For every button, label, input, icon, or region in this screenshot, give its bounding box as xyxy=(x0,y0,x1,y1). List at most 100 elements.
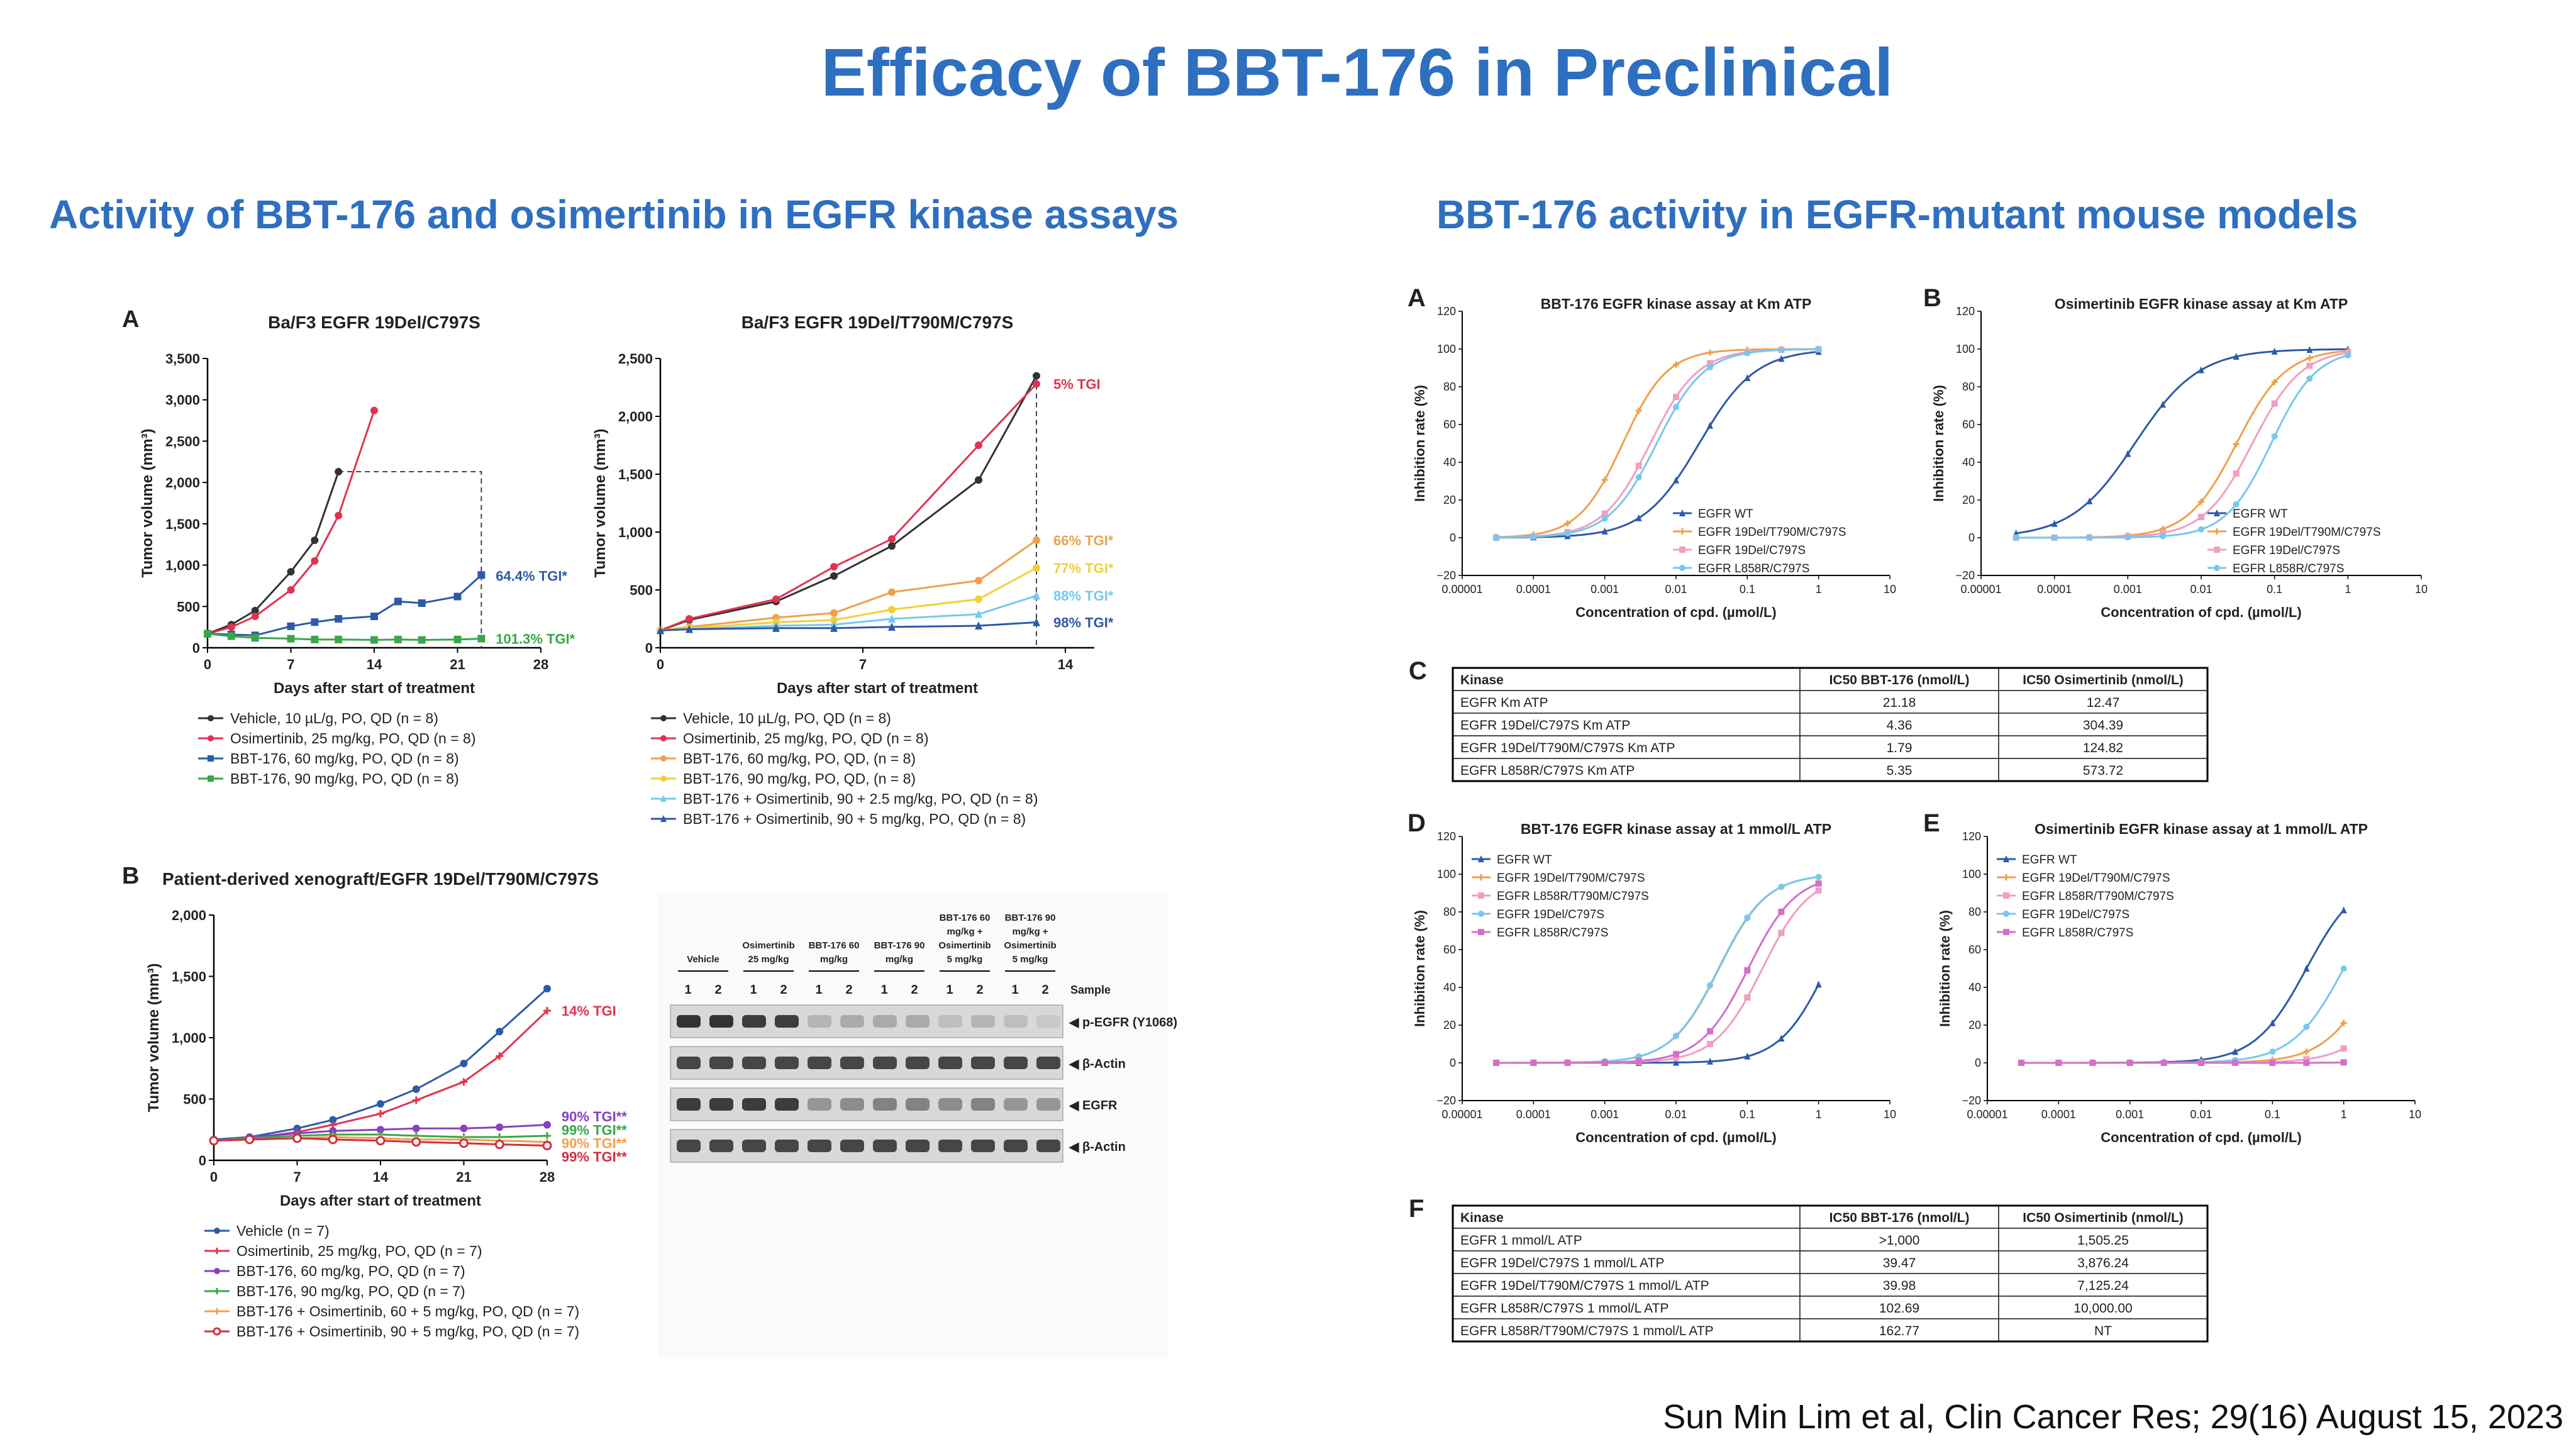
data-point xyxy=(287,586,295,594)
data-point xyxy=(1707,1028,1714,1035)
series xyxy=(2018,1019,2347,1066)
y-tick-label: 120 xyxy=(1437,830,1456,843)
data-point xyxy=(1744,374,1751,382)
tgi-annotation: 90% TGI** xyxy=(562,1109,627,1124)
x-tick-label: 10 xyxy=(1884,1108,1896,1121)
data-point xyxy=(2306,355,2313,362)
panel-letter: A xyxy=(1407,284,1426,312)
legend-label: EGFR 19Del/C797S xyxy=(1698,544,1806,557)
legend-item: EGFR 19Del/T790M/C797S xyxy=(2207,526,2381,539)
data-point xyxy=(412,1096,420,1104)
x-tick-label: 0.1 xyxy=(2267,583,2282,596)
fit-curve xyxy=(2021,1022,2345,1064)
table-cell xyxy=(1998,713,2208,736)
data-point xyxy=(975,609,982,618)
y-tick-label: 3,000 xyxy=(165,392,200,408)
table-cell-text: 573.72 xyxy=(2083,763,2123,778)
data-point xyxy=(311,635,319,643)
tgi-annotation: 99% TGI** xyxy=(562,1149,627,1165)
blot-band xyxy=(971,1015,995,1028)
series xyxy=(1493,880,1822,1066)
blot-group-label: Osimertinib xyxy=(1004,940,1056,951)
legend-label: EGFR 19Del/C797S xyxy=(2022,908,2129,921)
legend-label: Vehicle (n = 7) xyxy=(236,1223,330,1239)
y-tick-label: 1,000 xyxy=(172,1030,206,1046)
table-cell xyxy=(1799,1250,1999,1274)
legend-label: Vehicle, 10 µL/g, PO, QD (n = 8) xyxy=(683,710,891,726)
legend-label: EGFR L858R/C797S xyxy=(2022,926,2133,940)
sample-number: 1 xyxy=(684,983,691,997)
legend-label: Vehicle, 10 µL/g, PO, QD (n = 8) xyxy=(230,710,438,726)
panel-letter: C xyxy=(1409,657,1427,685)
legend-label: BBT-176 + Osimertinib, 60 + 5 mg/kg, PO,… xyxy=(236,1303,579,1319)
data-point xyxy=(1033,372,1040,380)
table-cell-text: >1,000 xyxy=(1879,1233,1920,1248)
y-axis-label: Inhibition rate (%) xyxy=(1412,910,1428,1027)
fit-curve xyxy=(2016,350,2348,539)
blot-band xyxy=(1036,1057,1060,1069)
legend-label: EGFR L858R/T790M/C797S xyxy=(1497,890,1649,903)
x-tick-label: 7 xyxy=(293,1169,301,1185)
chart-title: Osimertinib EGFR kinase assay at 1 mmol/… xyxy=(2035,821,2368,837)
chart-title: Ba/F3 EGFR 19Del/C797S xyxy=(268,313,480,332)
data-point xyxy=(2160,1060,2167,1066)
legend-item: Vehicle, 10 µL/g, PO, QD (n = 8) xyxy=(651,710,891,726)
x-axis-label: Days after start of treatment xyxy=(274,680,475,697)
blot-band xyxy=(709,1057,733,1069)
legend-label: BBT-176, 60 mg/kg, PO, QD, (n = 8) xyxy=(683,750,916,767)
data-point xyxy=(1635,474,1642,480)
chart-kinase-bbt176-km: A BBT-176 EGFR kinase assay at Km ATP−200… xyxy=(1407,284,1896,620)
table-header: IC50 BBT-176 (nmol/L) xyxy=(1829,1211,1970,1225)
blot-band xyxy=(677,1098,701,1111)
series xyxy=(210,985,551,1143)
data-point xyxy=(2086,534,2093,541)
blot-band xyxy=(971,1140,995,1152)
x-tick-label: 0.00001 xyxy=(1441,1108,1482,1121)
data-point xyxy=(2159,533,2166,540)
data-point xyxy=(2159,401,2166,408)
x-tick-label: 1 xyxy=(2341,1108,2347,1121)
blot-band xyxy=(1036,1098,1060,1111)
data-point xyxy=(2003,911,2009,917)
x-tick-label: 28 xyxy=(533,657,548,672)
data-point xyxy=(1478,929,1484,935)
y-tick-label: 1,000 xyxy=(618,525,653,540)
sample-number: 1 xyxy=(815,983,822,997)
data-point xyxy=(251,634,259,642)
data-point xyxy=(214,1248,220,1254)
data-point xyxy=(830,572,838,580)
data-point xyxy=(394,597,402,606)
data-point xyxy=(2055,1060,2062,1066)
blot-group-label: mg/kg xyxy=(820,954,848,965)
y-tick-label: 100 xyxy=(1437,868,1456,880)
blot-band xyxy=(709,1015,733,1028)
sample-number: 2 xyxy=(714,983,721,997)
table-cell-text: EGFR 1 mmol/L ATP xyxy=(1460,1233,1582,1248)
data-point xyxy=(2269,1059,2276,1066)
chart-title: Osimertinib EGFR kinase assay at Km ATP xyxy=(2055,296,2348,312)
data-point xyxy=(888,535,896,543)
x-tick-label: 14 xyxy=(373,1169,389,1185)
y-axis-label: Tumor volume (mm³) xyxy=(139,429,156,578)
blot-band xyxy=(906,1140,930,1152)
x-axis-label: Days after start of treatment xyxy=(777,680,978,697)
legend-label: EGFR 19Del/T790M/C797S xyxy=(1497,872,1645,885)
data-point xyxy=(496,1028,504,1036)
series-line xyxy=(660,383,1038,631)
data-point xyxy=(459,1138,469,1148)
y-tick-label: −20 xyxy=(1955,569,1975,582)
y-axis-label: Tumor volume (mm³) xyxy=(592,429,609,578)
data-point xyxy=(975,595,982,603)
table-cell-text: 21.18 xyxy=(1883,696,1916,710)
data-point xyxy=(888,542,896,550)
table-cell-text: 10,000.00 xyxy=(2074,1301,2132,1316)
fit-curve xyxy=(2016,354,2348,539)
blot-group-label: mg/kg + xyxy=(947,926,982,937)
chart-kinase-osimertinib-1mm: E Osimertinib EGFR kinase assay at 1 mmol… xyxy=(1923,809,2421,1145)
legend-label: EGFR 19Del/T790M/C797S xyxy=(1698,526,1846,539)
panel-letter: A xyxy=(122,306,139,333)
legend-label: EGFR L858R/C797S xyxy=(1698,562,1809,575)
data-point xyxy=(657,626,664,635)
data-point xyxy=(208,755,214,762)
series xyxy=(657,372,1040,635)
